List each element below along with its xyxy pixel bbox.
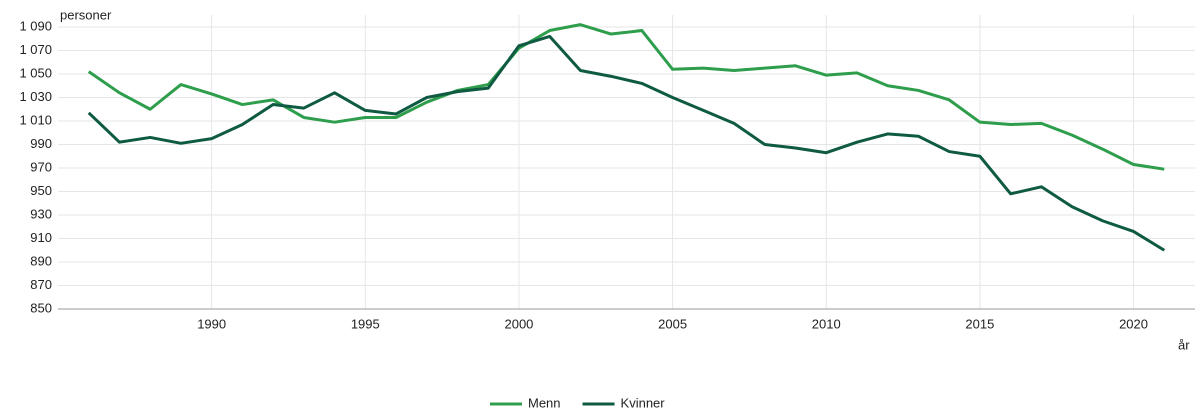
y-tick-label: 850 — [30, 300, 52, 315]
y-tick-label: 930 — [30, 206, 52, 221]
y-tick-label: 870 — [30, 277, 52, 292]
y-tick-label: 1 010 — [19, 112, 52, 127]
legend-label: Menn — [528, 395, 561, 410]
y-axis-label: personer — [60, 7, 112, 22]
y-tick-label: 1 030 — [19, 89, 52, 104]
x-axis-label: år — [1178, 337, 1190, 352]
y-tick-label: 890 — [30, 253, 52, 268]
y-tick-label: 1 050 — [19, 65, 52, 80]
x-tick-label: 2000 — [504, 316, 533, 331]
x-tick-label: 2020 — [1119, 316, 1148, 331]
y-tick-label: 1 090 — [19, 18, 52, 33]
y-tick-label: 990 — [30, 136, 52, 151]
x-tick-label: 2015 — [965, 316, 994, 331]
y-tick-label: 970 — [30, 159, 52, 174]
x-tick-label: 2005 — [658, 316, 687, 331]
y-tick-label: 1 070 — [19, 42, 52, 57]
series-line — [87, 34, 1166, 252]
y-tick-label: 950 — [30, 183, 52, 198]
x-tick-label: 1995 — [351, 316, 380, 331]
x-tick-label: 1990 — [197, 316, 226, 331]
series-line — [87, 23, 1165, 171]
y-tick-label: 910 — [30, 230, 52, 245]
legend-label: Kvinner — [621, 395, 666, 410]
x-tick-label: 2010 — [812, 316, 841, 331]
